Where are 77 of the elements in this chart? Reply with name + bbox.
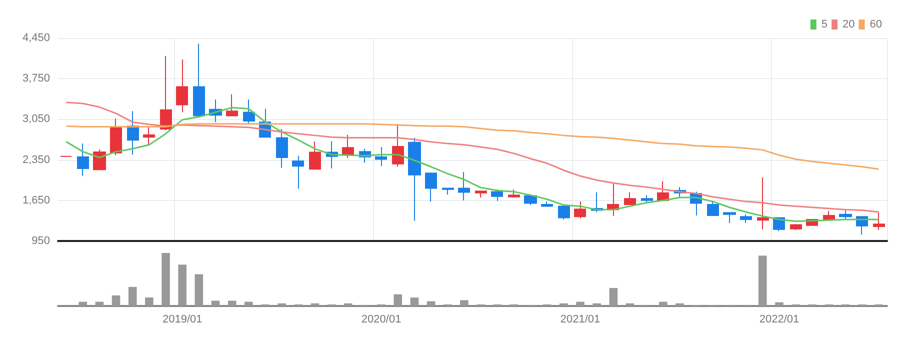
- candlestick: [524, 195, 537, 206]
- bar: [310, 303, 320, 306]
- candlestick: [160, 55, 172, 131]
- candlestick: [309, 140, 321, 170]
- candlestick: [707, 201, 719, 217]
- bar: [426, 301, 436, 306]
- candlestick: [740, 214, 752, 224]
- candlestick: [442, 188, 454, 196]
- candlestick: [458, 171, 470, 201]
- bar: [659, 302, 668, 306]
- candlestick: [425, 172, 437, 202]
- candlestick: [292, 155, 304, 190]
- bar: [194, 274, 204, 306]
- bar: [592, 303, 601, 306]
- line-series: [66, 123, 880, 170]
- candlestick: [143, 126, 155, 146]
- candlestick: [243, 98, 255, 125]
- bar: [560, 303, 568, 306]
- legend-label: 60: [870, 18, 882, 30]
- candlestick: [541, 201, 553, 208]
- bar: [78, 302, 88, 306]
- candlestick: [110, 118, 122, 156]
- candlestick: [475, 190, 487, 198]
- candlestick: [93, 148, 106, 171]
- legend-label: 5: [821, 18, 828, 30]
- bar: [394, 294, 402, 306]
- bar: [410, 298, 419, 306]
- y-tick-label: 950: [32, 235, 50, 247]
- candlestick: [193, 43, 205, 118]
- candlestick: [408, 137, 421, 222]
- bar: [228, 300, 236, 306]
- candlestick: [392, 123, 404, 168]
- x-tick-label: 2021/01: [560, 314, 600, 326]
- x-tick-label: 2022/01: [759, 314, 800, 326]
- bar: [95, 302, 104, 306]
- x-tick-label: 2020/01: [361, 314, 402, 326]
- bar: [278, 303, 286, 306]
- bar: [244, 302, 253, 306]
- candlestick: [342, 134, 354, 159]
- bar: [211, 300, 220, 306]
- legend-label: 20: [842, 18, 855, 30]
- candlestick: [641, 194, 653, 204]
- y-tick-label: 4,450: [22, 32, 50, 44]
- bar: [460, 300, 468, 306]
- bar: [609, 288, 618, 306]
- bar: [626, 303, 634, 306]
- candlestick: [757, 176, 769, 230]
- bar: [676, 303, 684, 306]
- bar: [344, 303, 352, 306]
- candlestick: [723, 212, 736, 224]
- y-tick-label: 2,350: [22, 154, 50, 166]
- candlestick: [839, 210, 852, 220]
- candlestick: [375, 146, 387, 167]
- candlestick: [127, 110, 139, 156]
- bar: [112, 295, 120, 306]
- y-tick-label: 3,750: [22, 72, 50, 85]
- x-tick-label: 2019/01: [162, 314, 202, 326]
- bar: [775, 302, 784, 306]
- bar: [162, 253, 170, 306]
- candlestick: [558, 204, 570, 220]
- bar: [145, 298, 154, 306]
- candlestick: [657, 180, 669, 201]
- candlestick: [176, 58, 188, 113]
- bar: [576, 302, 584, 306]
- bar: [128, 286, 137, 306]
- bar: [758, 256, 767, 306]
- candlestick: [77, 143, 89, 177]
- candlestick: [491, 188, 503, 202]
- candlestick: [790, 224, 802, 230]
- y-tick-label: 1,650: [22, 194, 50, 206]
- candlestick: [823, 210, 835, 221]
- candlestick: [624, 192, 636, 206]
- y-tick-label: 3,050: [22, 113, 50, 126]
- candlestick: [226, 94, 238, 117]
- bar: [178, 264, 186, 306]
- candlestick: [574, 201, 586, 219]
- candlestick: [276, 128, 288, 168]
